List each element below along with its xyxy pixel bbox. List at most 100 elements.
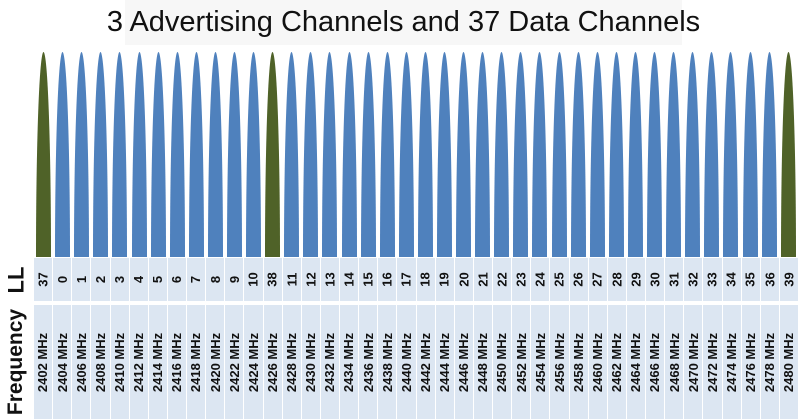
- ll-channel-number: 0: [54, 275, 70, 284]
- channel-column: [378, 52, 397, 257]
- data-channel-bar: [55, 52, 71, 257]
- ll-channel-number: 37: [35, 272, 51, 287]
- frequency-cell: 2432 MHz: [320, 305, 339, 419]
- ll-channel-number: 24: [532, 272, 548, 287]
- frequency-value: 2432 MHz: [322, 332, 338, 392]
- channel-column: [569, 52, 588, 257]
- frequency-value: 2420 MHz: [207, 332, 223, 392]
- ll-channel-number: 20: [456, 272, 472, 287]
- frequency-cell: 2424 MHz: [244, 305, 263, 419]
- channel-column: [225, 52, 244, 257]
- data-channel-bar: [532, 52, 548, 257]
- data-channel-bar: [322, 52, 338, 257]
- channel-column: [664, 52, 683, 257]
- ll-cell: 6: [167, 258, 186, 301]
- data-channel-bar: [685, 52, 701, 257]
- channel-column: [53, 52, 72, 257]
- channel-column: [187, 52, 206, 257]
- ll-cell: 7: [187, 258, 206, 301]
- frequency-value: 2446 MHz: [456, 332, 472, 392]
- frequency-value: 2460 MHz: [590, 332, 606, 392]
- frequency-value: 2414 MHz: [150, 332, 166, 392]
- frequency-value: 2426 MHz: [265, 332, 281, 392]
- frequency-cell: 2404 MHz: [53, 305, 72, 419]
- ll-cell: 1: [72, 258, 91, 301]
- ll-cell: 32: [684, 258, 703, 301]
- frequency-value: 2468 MHz: [666, 332, 682, 392]
- data-channel-bar: [360, 52, 376, 257]
- channel-column: [263, 52, 282, 257]
- channel-column: [206, 52, 225, 257]
- frequency-value: 2406 MHz: [73, 332, 89, 392]
- data-channel-bar: [131, 52, 147, 257]
- data-channel-bar: [93, 52, 109, 257]
- ll-channel-number: 26: [571, 272, 587, 287]
- frequency-value: 2478 MHz: [762, 332, 778, 392]
- channel-column: [359, 52, 378, 257]
- frequency-value: 2476 MHz: [743, 332, 759, 392]
- ll-channel-number: 34: [724, 272, 740, 287]
- channel-column: [282, 52, 301, 257]
- channel-column: [168, 52, 187, 257]
- ll-channel-number: 19: [437, 272, 453, 287]
- channel-column: [301, 52, 320, 257]
- frequency-cell: 2466 MHz: [646, 305, 665, 419]
- data-channel-bar: [742, 52, 758, 257]
- ll-channel-number: 25: [551, 272, 567, 287]
- ll-channel-number: 35: [743, 272, 759, 287]
- data-channel-bar: [226, 52, 242, 257]
- ll-channel-number: 4: [131, 275, 147, 284]
- frequency-value: 2474 MHz: [724, 332, 740, 392]
- ll-cell: 28: [607, 258, 626, 301]
- data-channel-bar: [494, 52, 510, 257]
- frequency-cell: 2402 MHz: [34, 305, 53, 419]
- data-channel-bar: [379, 52, 395, 257]
- ll-cell: 34: [722, 258, 741, 301]
- ll-channel-number: 9: [226, 275, 242, 284]
- ll-cell: 5: [148, 258, 167, 301]
- ll-cell: 19: [435, 258, 454, 301]
- frequency-cell: 2468 MHz: [665, 305, 684, 419]
- ll-cell: 9: [225, 258, 244, 301]
- frequency-value: 2422 MHz: [226, 332, 242, 392]
- ll-channel-number: 27: [590, 272, 606, 287]
- frequency-value: 2462 MHz: [609, 332, 625, 392]
- channel-column: [320, 52, 339, 257]
- advertising-channel-bar: [36, 52, 52, 257]
- data-channel-bar: [666, 52, 682, 257]
- frequency-cell: 2450 MHz: [493, 305, 512, 419]
- frequency-value: 2438 MHz: [379, 332, 395, 392]
- channel-column: [34, 52, 53, 257]
- data-channel-bar: [513, 52, 529, 257]
- frequency-value: 2472 MHz: [704, 332, 720, 392]
- frequency-value: 2448 MHz: [475, 332, 491, 392]
- frequency-cell: 2442 MHz: [416, 305, 435, 419]
- frequency-cell: 2480 MHz: [779, 305, 798, 419]
- channel-column: [530, 52, 549, 257]
- channel-column: [626, 52, 645, 257]
- frequency-value: 2430 MHz: [303, 332, 319, 392]
- frequency-value: 2428 MHz: [284, 332, 300, 392]
- ll-channel-number: 29: [628, 272, 644, 287]
- ll-cell: 13: [320, 258, 339, 301]
- ll-channel-number: 22: [494, 272, 510, 287]
- ll-cell: 16: [378, 258, 397, 301]
- ll-cell: 37: [34, 258, 53, 301]
- frequency-value: 2480 MHz: [781, 332, 797, 392]
- data-channel-bar: [589, 52, 605, 257]
- ll-cell: 33: [703, 258, 722, 301]
- channel-column: [740, 52, 759, 257]
- ll-channel-number: 16: [379, 272, 395, 287]
- data-channel-bar: [398, 52, 414, 257]
- ll-channel-number: 39: [781, 272, 797, 287]
- ll-channel-number: 12: [303, 272, 319, 287]
- ll-cell: 24: [531, 258, 550, 301]
- data-channel-bar: [74, 52, 90, 257]
- channel-column: [397, 52, 416, 257]
- channel-column: [149, 52, 168, 257]
- frequency-cell: 2454 MHz: [531, 305, 550, 419]
- data-channel-bar: [627, 52, 643, 257]
- ll-cell: 3: [110, 258, 129, 301]
- data-channel-bar: [207, 52, 223, 257]
- ll-cell: 30: [646, 258, 665, 301]
